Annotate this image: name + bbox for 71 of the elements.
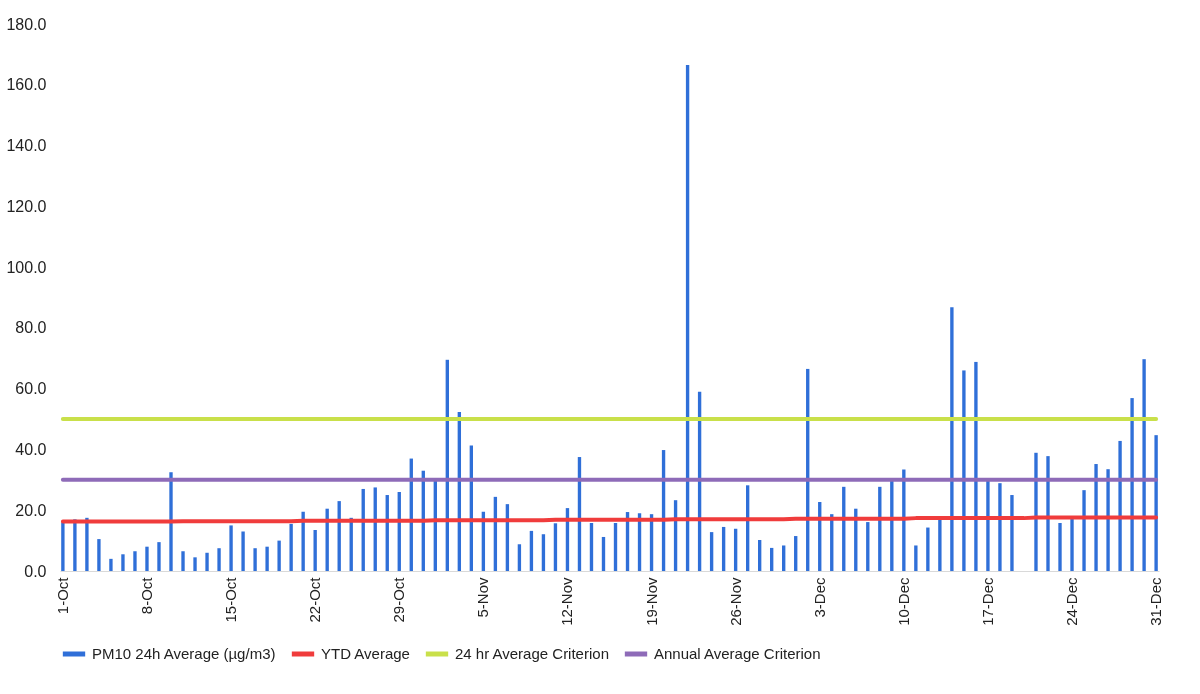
bar bbox=[541, 534, 546, 571]
bar bbox=[109, 558, 113, 571]
x-tick-label: 29-Oct bbox=[390, 576, 408, 623]
bar bbox=[325, 508, 329, 571]
bar bbox=[926, 527, 930, 571]
x-tick-label: 17-Dec bbox=[978, 577, 996, 626]
bar bbox=[61, 522, 65, 571]
y-tick-label: 80.0 bbox=[15, 319, 47, 337]
bar bbox=[193, 557, 197, 571]
legend-label: 24 hr Average Criterion bbox=[455, 645, 609, 662]
bar bbox=[1034, 452, 1038, 571]
x-tick-label: 24-Dec bbox=[1063, 577, 1081, 626]
y-tick-label: 0.0 bbox=[24, 562, 47, 580]
bar bbox=[205, 552, 209, 571]
bar bbox=[938, 519, 942, 571]
bar bbox=[914, 545, 918, 571]
bar bbox=[289, 523, 293, 571]
y-tick-label: 20.0 bbox=[15, 501, 47, 519]
bar bbox=[241, 531, 245, 571]
bar bbox=[157, 542, 161, 571]
bar bbox=[181, 551, 185, 571]
bar bbox=[229, 525, 233, 571]
legend-label: Annual Average Criterion bbox=[654, 645, 821, 662]
x-tick-label: 3-Dec bbox=[810, 577, 828, 618]
x-tick-label: 5-Nov bbox=[474, 577, 492, 618]
bar bbox=[277, 540, 281, 571]
bar bbox=[217, 548, 221, 571]
bar bbox=[1118, 440, 1122, 571]
bar bbox=[517, 544, 522, 571]
x-tick-label: 8-Oct bbox=[137, 576, 155, 615]
bar bbox=[1058, 522, 1062, 571]
bar bbox=[553, 523, 558, 571]
bar bbox=[313, 529, 317, 571]
y-tick-label: 160.0 bbox=[6, 76, 47, 94]
bar bbox=[1010, 495, 1014, 571]
bar bbox=[145, 546, 149, 571]
legend-label: YTD Average bbox=[321, 645, 410, 662]
bar bbox=[301, 511, 305, 571]
bar bbox=[121, 554, 125, 571]
bar bbox=[85, 517, 89, 571]
bar bbox=[1082, 490, 1086, 571]
bar bbox=[265, 546, 269, 571]
y-tick-label: 180.0 bbox=[6, 15, 47, 33]
x-tick-label: 26-Nov bbox=[726, 577, 744, 626]
y-tick-label: 140.0 bbox=[6, 137, 47, 155]
y-tick-label: 60.0 bbox=[15, 380, 47, 398]
x-tick-label: 10-Dec bbox=[894, 577, 912, 626]
y-tick-label: 120.0 bbox=[6, 197, 47, 215]
bar bbox=[1142, 359, 1146, 571]
legend-label: PM10 24h Average (µg/m3) bbox=[92, 645, 276, 662]
x-tick-label: 22-Oct bbox=[306, 576, 324, 623]
x-tick-label: 31-Dec bbox=[1147, 577, 1165, 626]
bar bbox=[97, 539, 101, 571]
x-tick-label: 19-Nov bbox=[642, 577, 660, 626]
x-tick-label: 15-Oct bbox=[222, 576, 240, 623]
bar bbox=[253, 548, 257, 571]
bar bbox=[902, 469, 906, 571]
bar bbox=[950, 307, 954, 571]
bar bbox=[1154, 435, 1158, 571]
x-tick-label: 1-Oct bbox=[53, 576, 71, 615]
bar bbox=[1046, 456, 1050, 571]
bar bbox=[1070, 519, 1074, 571]
bar bbox=[998, 483, 1002, 571]
bar bbox=[133, 551, 137, 571]
bar bbox=[962, 370, 966, 571]
bar bbox=[1130, 398, 1134, 571]
bar bbox=[782, 545, 786, 571]
bar bbox=[974, 361, 978, 571]
y-tick-label: 100.0 bbox=[6, 258, 47, 276]
y-tick-label: 40.0 bbox=[15, 440, 47, 458]
x-tick-label: 12-Nov bbox=[558, 577, 576, 626]
